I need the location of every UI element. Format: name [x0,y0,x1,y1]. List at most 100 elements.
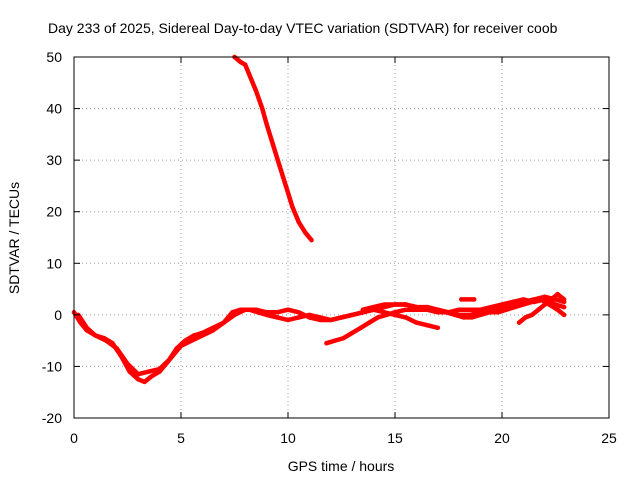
data-point [84,325,90,330]
data-point [103,338,109,343]
data-point [264,121,269,127]
series-group [71,54,567,385]
data-point [296,310,301,315]
data-point [260,106,265,111]
data-point [189,338,194,343]
data-point [459,297,464,302]
x-tick-label: 5 [177,430,185,446]
data-point [472,297,477,302]
data-point [424,323,430,328]
data-point [285,307,291,312]
x-tick-label: 15 [387,430,403,446]
data-point [302,230,308,235]
y-tick-label: 10 [46,255,62,271]
data-point [465,297,470,302]
data-point [307,315,312,320]
data-point [457,307,462,312]
data-point [253,307,259,312]
data-point [435,310,440,315]
data-point [542,302,547,307]
x-tick-label: 20 [494,430,510,446]
data-point [243,62,248,67]
data-point [114,346,120,351]
data-point [275,315,280,320]
data-point [148,374,154,379]
data-point [264,310,269,315]
data-point [296,315,301,320]
data-point [309,237,314,243]
data-point [555,292,560,297]
data-point [360,307,366,312]
data-point [523,315,528,320]
data-point [529,299,535,305]
data-point [296,219,301,225]
y-axis-ticks: -20 -10 0 10 20 30 40 50 [42,49,609,426]
data-point [371,304,376,310]
data-point [142,379,147,385]
x-tick-label: 0 [70,430,78,446]
data-point [350,312,355,318]
data-point [424,307,430,312]
data-point [469,315,475,320]
data-point [146,369,152,374]
data-point [382,302,387,307]
data-point [487,310,492,315]
data-point [232,312,237,318]
data-point [392,310,398,315]
data-point [555,307,560,312]
grid-lines [74,57,609,418]
data-point [247,72,252,78]
data-point [542,294,547,299]
data-point [283,183,289,189]
y-tick-label: 0 [54,307,62,323]
data-point [529,312,535,318]
x-tick-label: 10 [280,430,296,446]
x-axis-ticks: 0 5 10 15 20 25 [70,57,617,446]
data-point [467,307,473,312]
data-point [341,335,346,341]
data-point [521,302,526,307]
y-tick-label: 30 [46,152,62,168]
data-point [549,297,554,302]
data-point [403,302,408,307]
data-point [350,330,355,336]
data-point [339,315,344,320]
data-point [277,163,282,168]
data-point [452,312,458,318]
data-point [200,333,205,338]
data-point [157,366,162,372]
data-point [403,315,408,320]
data-point [375,315,381,320]
data-point [536,307,541,312]
data-point [93,333,98,338]
data-point [461,315,466,320]
data-point [499,304,505,310]
data-point [384,312,389,318]
data-point [221,320,226,325]
data-point [243,307,248,312]
data-point [512,304,517,310]
data-point [444,310,449,315]
data-point [516,320,522,325]
data-point [561,312,567,318]
y-axis-label: SDTVAR / TECUs [6,182,22,294]
x-tick-label: 25 [601,430,617,446]
series-line-sat-d [324,297,567,346]
data-point [332,338,338,343]
data-point [125,361,130,367]
data-point [495,310,500,315]
x-axis-label: GPS time / hours [288,458,395,474]
data-point [317,317,323,323]
data-point [285,317,291,323]
y-tick-label: 40 [46,101,62,117]
data-point [538,297,543,302]
data-point [136,372,141,377]
data-point [561,297,567,302]
data-point [403,307,408,312]
data-point [136,377,141,382]
y-tick-label: 50 [46,49,62,65]
data-point [561,304,567,310]
y-tick-label: 20 [46,204,62,220]
data-point [253,88,259,93]
